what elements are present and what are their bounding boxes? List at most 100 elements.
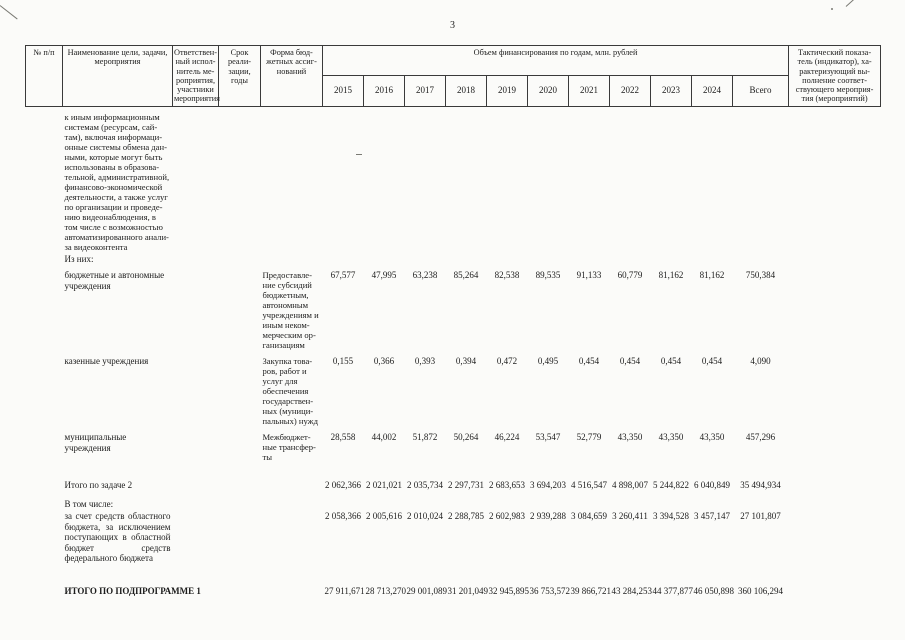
budget-form: Предоставле- ние субсидий бюджетным, авт… bbox=[262, 270, 319, 351]
header-responsible: Ответствен- ный испол- нитель ме- роприя… bbox=[172, 45, 220, 107]
value-cell: 750,384 bbox=[745, 270, 776, 281]
value-cell: 2 005,616 bbox=[366, 511, 402, 522]
value-cell: 5 244,822 bbox=[653, 480, 689, 491]
scan-artifact bbox=[0, 5, 18, 20]
value-cell: 51,872 bbox=[412, 432, 438, 443]
value-cell: 457,296 bbox=[745, 432, 776, 443]
header-year-2021: 2021 bbox=[568, 75, 610, 107]
value-cell: 43 284,253 bbox=[611, 585, 653, 596]
header-year-2016: 2016 bbox=[363, 75, 405, 107]
header-year-2022: 2022 bbox=[609, 75, 651, 107]
header-year-2023: 2023 bbox=[650, 75, 692, 107]
value-cell: 3 694,203 bbox=[530, 480, 566, 491]
value-cell: 3 394,528 bbox=[653, 511, 689, 522]
value-cell: 2 062,366 bbox=[325, 480, 361, 491]
header-name: Наименование цели, задачи, мероприятия bbox=[62, 45, 173, 107]
value-cell: 91,133 bbox=[576, 270, 602, 281]
table-row: казенные учреждения Закупка това- ров, р… bbox=[26, 351, 881, 427]
value-cell: 67,577 bbox=[330, 270, 356, 281]
table-row: ИТОГО ПО ПОДПРОГРАММЕ 1 27 911,671 28 71… bbox=[26, 585, 881, 598]
value-cell: 31 201,049 bbox=[447, 585, 489, 596]
row-label: за счет средств областного бюджета, за и… bbox=[64, 511, 171, 564]
table-row: Из них: bbox=[26, 253, 881, 266]
table-row: В том числе: bbox=[26, 498, 881, 511]
header-year-2018: 2018 bbox=[445, 75, 487, 107]
value-cell: 0,454 bbox=[619, 356, 641, 367]
value-cell: 44,002 bbox=[371, 432, 397, 443]
value-cell: 43,350 bbox=[617, 432, 643, 443]
budget-form: Межбюджет- ные трансфер- ты bbox=[262, 432, 316, 463]
value-cell: 0,454 bbox=[578, 356, 600, 367]
table-row: к иным информационным системам (ресурсам… bbox=[26, 106, 881, 253]
value-cell: 2 939,288 bbox=[530, 511, 566, 522]
value-cell: 39 866,721 bbox=[570, 585, 612, 596]
header-year-2019: 2019 bbox=[486, 75, 528, 107]
value-cell: 29 001,089 bbox=[406, 585, 448, 596]
row-label: казенные учреждения bbox=[64, 356, 149, 367]
value-cell: 27 911,671 bbox=[324, 585, 365, 596]
value-cell: 0,495 bbox=[537, 356, 559, 367]
value-cell: 0,454 bbox=[660, 356, 682, 367]
value-cell: 2 058,366 bbox=[325, 511, 361, 522]
value-cell: 4 898,007 bbox=[612, 480, 648, 491]
including-label: В том числе: bbox=[64, 498, 114, 509]
table-row: муниципальные учреждения Межбюджет- ные … bbox=[26, 427, 881, 463]
value-cell: 44 377,877 bbox=[652, 585, 694, 596]
value-cell: 43,350 bbox=[658, 432, 684, 443]
header-year-total: Всего bbox=[731, 75, 790, 107]
header-volume: Объем финансирования по годам, млн. рубл… bbox=[321, 44, 790, 77]
value-cell: 53,547 bbox=[535, 432, 561, 443]
grand-total-label: ИТОГО ПО ПОДПРОГРАММЕ 1 bbox=[64, 585, 201, 596]
value-cell: 28,558 bbox=[330, 432, 356, 443]
header-form: Форма бюд- жетных ассиг- нований bbox=[260, 45, 323, 107]
header-year-2020: 2020 bbox=[527, 75, 569, 107]
value-cell: 2 602,983 bbox=[489, 511, 525, 522]
value-cell: 0,394 bbox=[455, 356, 477, 367]
of-which-label: Из них: bbox=[64, 253, 94, 264]
value-cell: 2 021,021 bbox=[366, 480, 402, 491]
header-year-2017: 2017 bbox=[404, 75, 446, 107]
value-cell: 85,264 bbox=[453, 270, 479, 281]
funding-table: № п/п Наименование цели, задачи, меропри… bbox=[25, 44, 882, 598]
table-row: Итого по задаче 2 2 062,366 2 021,021 2 … bbox=[26, 479, 881, 492]
value-cell: 43,350 bbox=[699, 432, 725, 443]
value-cell: 63,238 bbox=[412, 270, 438, 281]
value-cell: 3 457,147 bbox=[694, 511, 730, 522]
value-cell: 0,393 bbox=[414, 356, 436, 367]
value-cell: 28 713,270 bbox=[365, 585, 407, 596]
value-cell: 82,538 bbox=[494, 270, 520, 281]
scan-artifact bbox=[831, 8, 833, 10]
row-label: бюджетные и автономные учреждения bbox=[64, 270, 165, 291]
measure-description: к иным информационным системам (ресурсам… bbox=[64, 111, 170, 252]
table-row: бюджетные и автономные учреждения Предос… bbox=[26, 265, 881, 351]
value-cell: 60,779 bbox=[617, 270, 643, 281]
value-cell: 4,090 bbox=[750, 356, 771, 367]
table-header: № п/п Наименование цели, задачи, меропри… bbox=[25, 44, 882, 107]
value-cell: 3 260,411 bbox=[612, 511, 648, 522]
value-cell: 47,995 bbox=[371, 270, 397, 281]
header-year-2015: 2015 bbox=[322, 75, 364, 107]
value-cell: 46 050,898 bbox=[693, 585, 735, 596]
value-cell: 2 010,024 bbox=[407, 511, 443, 522]
value-cell: 89,535 bbox=[535, 270, 561, 281]
value-cell: 2 683,653 bbox=[489, 480, 525, 491]
header-num: № п/п bbox=[25, 45, 63, 107]
header-term: Срок реали- зации, годы bbox=[218, 45, 261, 107]
value-cell: 2 297,731 bbox=[448, 480, 484, 491]
value-cell: 6 040,849 bbox=[694, 480, 730, 491]
budget-form: Закупка това- ров, работ и услуг для обе… bbox=[262, 356, 318, 427]
page-number: 3 bbox=[450, 20, 455, 31]
scan-artifact bbox=[356, 154, 362, 155]
value-cell: 36 753,572 bbox=[529, 585, 571, 596]
value-cell: 360 106,294 bbox=[738, 585, 784, 596]
value-cell: 81,162 bbox=[699, 270, 725, 281]
scan-artifact bbox=[845, 0, 856, 7]
table-row: за счет средств областного бюджета, за и… bbox=[26, 510, 881, 565]
row-label: муниципальные учреждения bbox=[64, 432, 127, 453]
value-cell: 4 516,547 bbox=[571, 480, 607, 491]
value-cell: 2 035,734 bbox=[407, 480, 443, 491]
value-cell: 27 101,807 bbox=[740, 511, 781, 522]
value-cell: 35 494,934 bbox=[740, 480, 781, 491]
value-cell: 32 945,895 bbox=[488, 585, 530, 596]
